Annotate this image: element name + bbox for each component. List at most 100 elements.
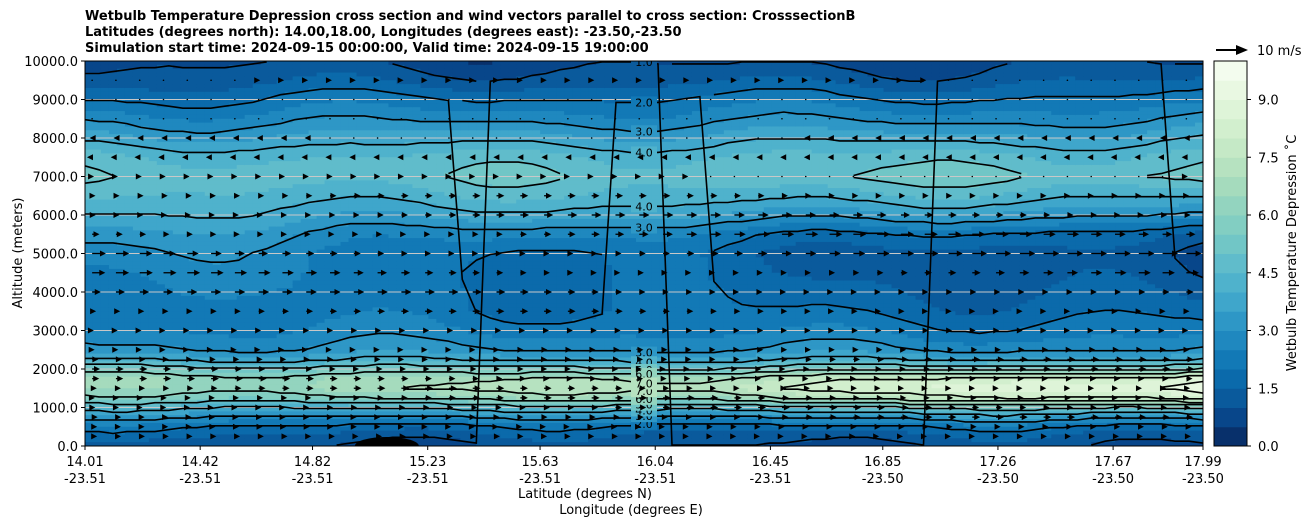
field-cell [292, 268, 302, 274]
field-cell [85, 234, 94, 239]
field-cell [476, 84, 485, 89]
field-cell [452, 265, 461, 270]
field-cell [316, 384, 326, 389]
field-cell [244, 322, 254, 328]
field-cell [220, 253, 230, 258]
field-cell [172, 80, 182, 85]
field-cell [124, 215, 134, 220]
field-cell [220, 334, 230, 339]
field-cell [268, 184, 278, 189]
field-cell [308, 442, 318, 446]
field-cell [452, 315, 461, 320]
field-cell [252, 76, 262, 81]
field-cell [372, 330, 382, 335]
field-cell [284, 442, 294, 446]
field-cell [156, 199, 166, 205]
field-cell [428, 272, 437, 278]
field-cell [316, 426, 326, 432]
field-cell [460, 103, 469, 108]
field-cell [116, 353, 126, 359]
field-cell [300, 99, 310, 104]
field-cell [372, 61, 382, 66]
field-cell [244, 91, 254, 97]
field-cell [412, 176, 421, 181]
field-cell [132, 184, 142, 189]
field-cell [444, 442, 453, 446]
field-cell [396, 272, 406, 278]
field-cell [108, 315, 118, 320]
field-cell [452, 430, 461, 436]
field-cell [156, 87, 166, 93]
field-cell [116, 292, 126, 297]
field-cell [124, 68, 134, 74]
field-cell [85, 215, 94, 220]
field-cell [100, 64, 110, 70]
field-cell [108, 95, 118, 101]
field-cell [188, 353, 198, 359]
field-cell [156, 130, 166, 135]
field-cell [188, 61, 198, 66]
field-cell [220, 372, 230, 378]
field-cell [316, 376, 326, 382]
field-cell [380, 292, 390, 297]
field-cell [100, 145, 110, 151]
field-cell [252, 303, 262, 308]
field-cell [348, 126, 358, 131]
field-cell [140, 353, 150, 359]
field-cell [164, 138, 174, 143]
field-cell [364, 376, 374, 382]
field-cell [140, 292, 150, 297]
field-cell [260, 353, 270, 359]
field-cell [404, 349, 414, 355]
field-cell [444, 361, 453, 366]
field-cell [172, 442, 182, 446]
field-cell [220, 419, 230, 424]
field-cell [380, 430, 390, 436]
field-cell [404, 365, 414, 370]
field-cell [260, 126, 270, 131]
field-cell [364, 103, 374, 108]
field-cell [436, 407, 445, 412]
field-cell [300, 268, 310, 274]
field-cell [292, 292, 302, 297]
field-cell [308, 164, 318, 170]
field-cell [428, 380, 437, 385]
field-cell [204, 426, 214, 432]
field-cell [156, 234, 166, 239]
field-cell [92, 76, 102, 81]
field-cell [420, 64, 429, 70]
field-cell [316, 180, 326, 185]
field-cell [276, 111, 286, 116]
field-cell [172, 84, 182, 89]
field-cell [420, 349, 429, 355]
field-cell [332, 253, 342, 258]
field-cell [444, 203, 453, 208]
field-cell [140, 195, 150, 201]
field-cell [180, 338, 190, 343]
field-cell [420, 295, 429, 301]
field-cell [468, 268, 477, 274]
field-cell [228, 226, 238, 231]
field-cell [380, 419, 390, 424]
field-cell [380, 184, 390, 189]
field-cell [404, 419, 414, 424]
field-cell [460, 303, 469, 308]
field-cell [148, 276, 158, 282]
field-cell [276, 199, 286, 205]
field-cell [364, 168, 374, 174]
field-cell [404, 172, 414, 178]
field-cell [116, 180, 126, 185]
field-cell [108, 284, 118, 289]
field-cell [204, 261, 214, 266]
field-cell [212, 380, 222, 385]
field-cell [308, 218, 318, 224]
field-cell [132, 353, 142, 359]
field-cell [164, 207, 174, 212]
field-cell [284, 265, 294, 270]
field-cell [476, 207, 485, 212]
field-cell [356, 76, 366, 81]
field-cell [300, 176, 310, 181]
field-cell [228, 272, 238, 278]
field-cell [308, 384, 318, 389]
field-cell [116, 207, 126, 212]
